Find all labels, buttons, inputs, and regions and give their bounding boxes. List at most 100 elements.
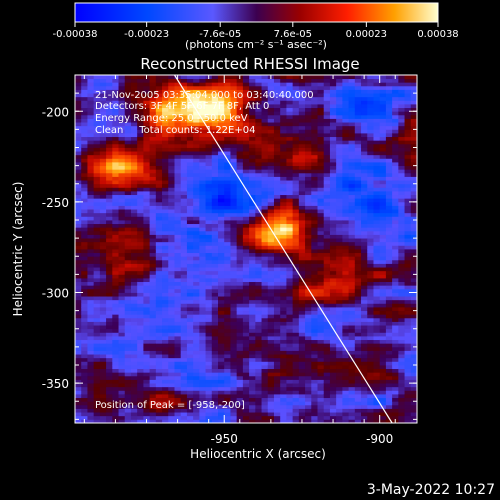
heatmap-cell <box>261 314 269 319</box>
heatmap-cell <box>211 158 219 163</box>
heatmap-cell <box>342 368 349 373</box>
heatmap-cell <box>155 372 163 377</box>
heatmap-cell <box>143 332 151 337</box>
heatmap-cell <box>230 299 238 304</box>
heatmap-cell <box>342 89 349 94</box>
heatmap-cell <box>249 357 256 362</box>
heatmap-cell <box>342 183 349 188</box>
heatmap-cell <box>354 314 362 319</box>
heatmap-cell <box>224 172 231 177</box>
heatmap-cell <box>230 256 238 261</box>
heatmap-cell <box>379 321 387 326</box>
heatmap-cell <box>224 401 231 406</box>
heatmap-cell <box>361 230 368 235</box>
heatmap-cell <box>193 187 200 192</box>
heatmap-cell <box>155 118 163 123</box>
heatmap-cell <box>323 285 331 290</box>
heatmap-cell <box>298 343 306 348</box>
heatmap-cell <box>379 307 387 312</box>
heatmap-cell <box>218 350 225 355</box>
heatmap-cell <box>273 401 281 406</box>
heatmap-cell <box>81 230 88 235</box>
heatmap-cell <box>292 270 300 275</box>
heatmap-cell <box>211 350 219 355</box>
heatmap-cell <box>137 249 144 254</box>
heatmap-cell <box>255 375 262 380</box>
heatmap-cell <box>87 194 95 199</box>
heatmap-cell <box>317 220 325 225</box>
heatmap-cell <box>149 107 157 112</box>
heatmap-cell <box>317 346 325 351</box>
heatmap-cell <box>249 180 256 185</box>
heatmap-cell <box>249 82 256 87</box>
heatmap-cell <box>242 227 250 232</box>
heatmap-cell <box>81 216 88 221</box>
heatmap-cell <box>280 230 287 235</box>
heatmap-cell <box>230 187 238 192</box>
heatmap-cell <box>211 209 219 214</box>
heatmap-cell <box>224 151 231 156</box>
heatmap-cell <box>75 75 82 80</box>
heatmap-cell <box>224 205 231 210</box>
heatmap-cell <box>162 169 169 174</box>
heatmap-cell <box>336 281 343 286</box>
heatmap-cell <box>93 354 101 359</box>
heatmap-cell <box>311 180 318 185</box>
heatmap-cell <box>199 328 206 333</box>
heatmap-cell <box>155 154 163 159</box>
heatmap-cell <box>354 259 362 264</box>
heatmap-cell <box>292 281 300 286</box>
heatmap-cell <box>361 328 368 333</box>
heatmap-cell <box>130 328 138 333</box>
heatmap-cell <box>361 249 368 254</box>
heatmap-cell <box>342 267 349 272</box>
heatmap-cell <box>193 122 200 127</box>
heatmap-cell <box>174 82 182 87</box>
heatmap-cell <box>305 136 312 141</box>
heatmap-cell <box>305 397 312 402</box>
heatmap-cell <box>75 394 82 399</box>
heatmap-cell <box>336 296 343 301</box>
heatmap-cell <box>292 274 300 279</box>
heatmap-cell <box>311 361 318 366</box>
heatmap-cell <box>99 357 107 362</box>
heatmap-cell <box>305 143 312 148</box>
heatmap-cell <box>280 75 287 80</box>
heatmap-cell <box>348 223 356 228</box>
heatmap-cell <box>149 415 157 420</box>
heatmap-cell <box>367 238 374 243</box>
heatmap-cell <box>155 354 163 359</box>
heatmap-cell <box>155 317 163 322</box>
heatmap-cell <box>205 339 213 344</box>
heatmap-cell <box>280 354 287 359</box>
heatmap-cell <box>130 372 138 377</box>
heatmap-cell <box>305 111 312 116</box>
heatmap-cell <box>273 285 281 290</box>
heatmap-cell <box>267 397 275 402</box>
heatmap-cell <box>224 379 231 384</box>
heatmap-cell <box>329 89 337 94</box>
heatmap-cell <box>373 354 381 359</box>
heatmap-cell <box>199 245 206 250</box>
heatmap-cell <box>305 100 312 105</box>
heatmap-cell <box>180 401 188 406</box>
heatmap-cell <box>361 122 368 127</box>
heatmap-cell <box>155 249 163 254</box>
heatmap-cell <box>354 299 362 304</box>
heatmap-cell <box>106 249 113 254</box>
heatmap-cell <box>124 274 132 279</box>
heatmap-cell <box>354 249 362 254</box>
heatmap-cell <box>186 375 194 380</box>
heatmap-cell <box>249 223 256 228</box>
heatmap-cell <box>354 180 362 185</box>
heatmap-cell <box>336 162 343 167</box>
heatmap-cell <box>199 310 206 315</box>
heatmap-cell <box>361 212 368 217</box>
heatmap-cell <box>81 93 88 98</box>
heatmap-cell <box>267 198 275 203</box>
heatmap-cell <box>361 379 368 384</box>
heatmap-cell <box>379 111 387 116</box>
heatmap-cell <box>336 154 343 159</box>
heatmap-cell <box>286 75 294 80</box>
heatmap-cell <box>174 162 182 167</box>
